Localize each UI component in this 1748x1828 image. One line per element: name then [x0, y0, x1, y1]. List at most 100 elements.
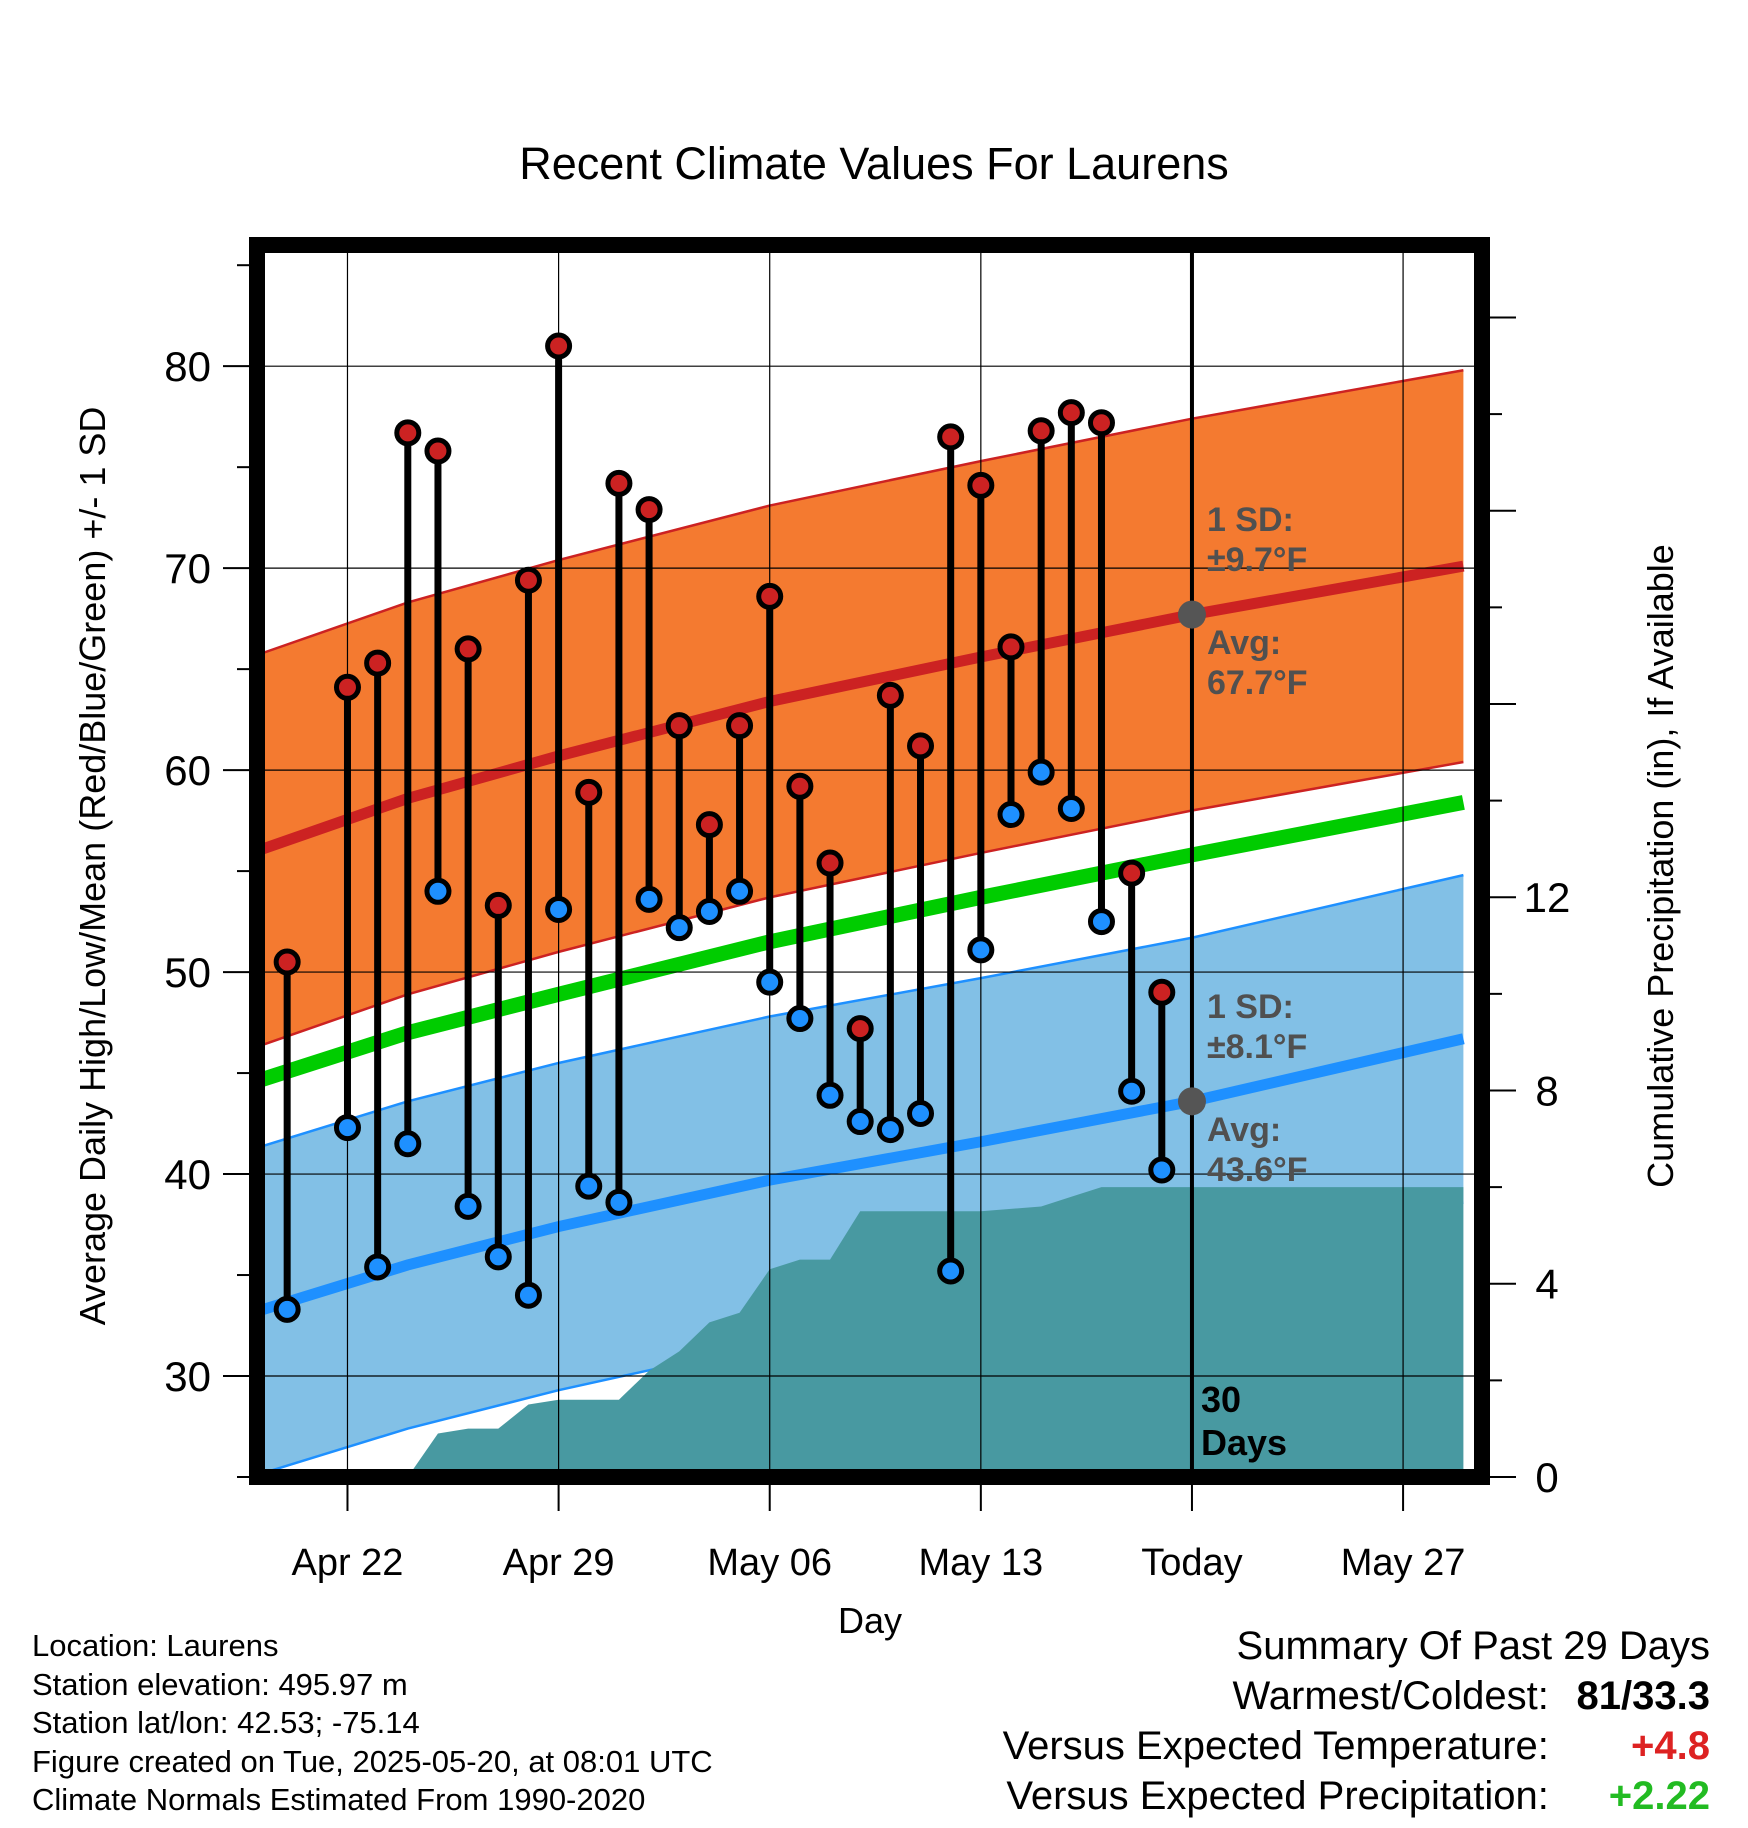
high-point: [514, 566, 542, 594]
low-point: [575, 1172, 603, 1200]
low-avg-label: Avg:: [1207, 1111, 1281, 1149]
temp-row: Versus Expected Temperature: +4.8: [1003, 1721, 1710, 1771]
today-line: [1177, 245, 1206, 1477]
low-point: [786, 1005, 814, 1033]
high-point: [1057, 399, 1085, 427]
station-info: Location: Laurens Station elevation: 495…: [32, 1627, 713, 1820]
low-point: [846, 1108, 874, 1136]
precip-label: Versus Expected Precipitation:: [1006, 1774, 1549, 1818]
high-point: [1118, 859, 1146, 887]
low-point: [454, 1192, 482, 1220]
location-text: Location: Laurens: [32, 1628, 279, 1663]
precip-value: +2.22: [1608, 1774, 1710, 1818]
low-point: [364, 1253, 392, 1281]
low-point: [937, 1257, 965, 1285]
low-point: [1087, 908, 1115, 936]
x-tick-label: Apr 22: [291, 1542, 403, 1584]
created-text: Figure created on Tue, 2025-05-20, at 08…: [32, 1743, 713, 1779]
low-point: [967, 936, 995, 964]
high-point: [545, 332, 573, 360]
high-point: [1027, 417, 1055, 445]
y-tick-label: 80: [164, 343, 211, 390]
high-point: [1087, 409, 1115, 437]
x-tick-label: May 27: [1341, 1542, 1466, 1584]
summary-title: Summary Of Past 29 Days: [1236, 1624, 1710, 1668]
high-sd-label: 1 SD:: [1207, 501, 1294, 539]
high-point: [1148, 978, 1176, 1006]
low-point: [514, 1281, 542, 1309]
high-point: [394, 419, 422, 447]
coldest-value: 33.3: [1632, 1674, 1710, 1718]
latlon-text: Station lat/lon: 42.53; -75.14: [32, 1705, 420, 1740]
y-tick-label: 40: [164, 1151, 211, 1198]
low-sd-value: ±8.1°F: [1207, 1028, 1307, 1066]
low-sd-label: 1 SD:: [1207, 988, 1294, 1026]
high-point: [937, 423, 965, 451]
y2-axis-label: Cumulative Precipitation (in), If Availa…: [1640, 544, 1681, 1188]
high-point: [756, 582, 784, 610]
high-point: [364, 649, 392, 677]
low-point: [1057, 794, 1085, 822]
plot-frame: [249, 237, 1490, 1485]
precip-row: Versus Expected Precipitation: +2.22: [1003, 1771, 1710, 1821]
y-tick-label: 60: [164, 747, 211, 794]
today-high-normal-marker: [1177, 600, 1206, 629]
low-point: [333, 1114, 361, 1142]
today-low-normal-marker: [1177, 1087, 1206, 1116]
low-avg-value: 43.6°F: [1207, 1151, 1308, 1189]
low-point: [273, 1295, 301, 1323]
x-tick-label: May 13: [919, 1542, 1044, 1584]
y2-tick-label: 12: [1524, 874, 1571, 921]
low-point: [394, 1130, 422, 1158]
elevation-text: Station elevation: 495.97 m: [32, 1666, 408, 1702]
high-point: [575, 778, 603, 806]
summary-panel: Summary Of Past 29 Days Warmest/Coldest:…: [1003, 1621, 1710, 1821]
high-point: [907, 732, 935, 760]
warmest-value: 81: [1576, 1674, 1622, 1718]
precip-cumulative-area: [407, 1187, 1464, 1477]
low-point: [756, 968, 784, 996]
low-point: [665, 914, 693, 942]
high-point: [997, 633, 1025, 661]
daily-range-bars: [273, 332, 1176, 1323]
low-point: [876, 1116, 904, 1144]
y2-tick-label: 4: [1535, 1261, 1558, 1308]
warmest-coldest-label: Warmest/Coldest:: [1232, 1674, 1549, 1718]
high-point: [695, 811, 723, 839]
low-point: [605, 1188, 633, 1216]
low-point: [816, 1081, 844, 1109]
high-point: [816, 849, 844, 877]
high-point: [454, 635, 482, 663]
high-point: [424, 437, 452, 465]
warmest-coldest-value: 81/33.3: [1576, 1674, 1710, 1718]
low-point: [1027, 758, 1055, 786]
warmest-coldest-row: Warmest/Coldest: 81/33.3: [1003, 1671, 1711, 1721]
axes: 30 40 50 60 70 80 0 4 8 12 Apr 22 Apr 29 May 06 May 1…: [164, 264, 1571, 1584]
precipitation-area: [407, 1187, 1464, 1477]
normals-text: Climate Normals Estimated From 1990-2020: [32, 1782, 646, 1817]
high-point: [876, 681, 904, 709]
low-point: [424, 877, 452, 905]
window-unit: Days: [1201, 1422, 1287, 1463]
low-point: [635, 885, 663, 913]
low-point: [695, 897, 723, 925]
low-point: [726, 877, 754, 905]
high-sd-value: ±9.7°F: [1207, 541, 1307, 579]
high-point: [333, 673, 361, 701]
x-axis-label: Day: [838, 1600, 902, 1641]
low-point: [907, 1099, 935, 1127]
high-point: [484, 891, 512, 919]
window-count: 30: [1201, 1379, 1241, 1420]
low-point: [1148, 1156, 1176, 1184]
high-point: [665, 712, 693, 740]
y-tick-label: 50: [164, 949, 211, 996]
x-tick-label: May 06: [707, 1542, 832, 1584]
high-point: [967, 471, 995, 499]
temp-value: +4.8: [1631, 1724, 1710, 1768]
high-point: [846, 1015, 874, 1043]
low-point: [545, 895, 573, 923]
low-point: [997, 801, 1025, 829]
temp-label: Versus Expected Temperature:: [1002, 1724, 1549, 1768]
